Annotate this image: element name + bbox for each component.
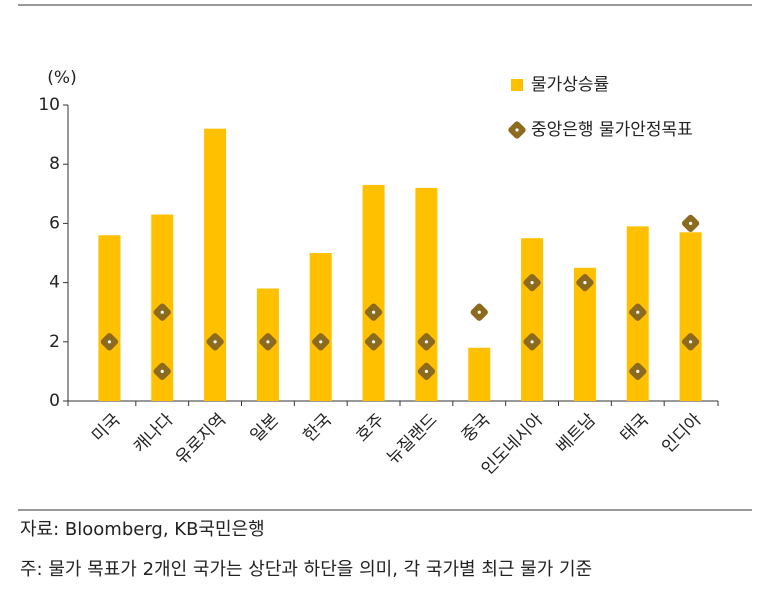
legend-label: 물가상승률 — [531, 75, 609, 95]
diamond-dot — [424, 369, 429, 373]
x-tick-label: 유로지역 — [172, 410, 230, 468]
diamond-dot — [530, 340, 534, 344]
diamond-dot — [515, 128, 519, 132]
y-tick-label: 4 — [49, 273, 60, 293]
diamond-dot — [688, 340, 693, 344]
x-tick-label: 중국 — [458, 410, 494, 446]
target-marker — [470, 303, 488, 321]
y-tick-label: 0 — [49, 391, 60, 411]
diamond-dot — [160, 369, 164, 373]
target-marker — [576, 273, 594, 292]
bar — [309, 253, 332, 401]
x-tick-label: 인디아 — [658, 410, 706, 458]
target-marker — [523, 273, 541, 292]
target-marker — [364, 303, 383, 321]
diamond-dot — [530, 281, 534, 285]
x-tick-label: 일본 — [247, 410, 283, 446]
diamond-dot — [636, 310, 640, 314]
target-marker — [681, 333, 700, 351]
target-marker — [312, 333, 330, 351]
diamond-dot — [371, 340, 376, 344]
x-tick-label: 베트남 — [553, 410, 601, 458]
target-marker — [364, 333, 383, 351]
x-tick-label: 한국 — [300, 410, 336, 446]
target-marker — [153, 362, 171, 381]
bar — [573, 267, 596, 401]
x-tick-label: 태국 — [617, 410, 653, 446]
y-tick-label: 10 — [38, 95, 60, 115]
diamond-dot — [107, 340, 112, 344]
bar — [679, 232, 702, 401]
bar — [98, 235, 121, 401]
target-marker — [153, 303, 171, 321]
target-marker — [417, 333, 436, 351]
diamond-dot — [424, 340, 429, 344]
diamond-dot — [636, 369, 640, 373]
target-marker — [523, 333, 541, 351]
diamond-dot — [477, 310, 481, 314]
diamond-dot — [213, 340, 217, 344]
diamond-dot — [583, 281, 587, 285]
bar — [415, 187, 438, 401]
x-tick-label: 미국 — [88, 410, 124, 446]
target-marker — [508, 121, 526, 139]
y-tick-label: 8 — [49, 154, 60, 174]
target-marker — [417, 362, 436, 381]
diamond-dot — [688, 221, 693, 225]
legend-swatch — [511, 79, 523, 91]
bar — [204, 128, 227, 401]
target-marker — [681, 214, 700, 233]
x-tick-label: 호주 — [352, 410, 388, 446]
y-tick-label: 2 — [49, 332, 60, 352]
x-tick-label: 뉴질랜드 — [383, 410, 441, 468]
bar — [362, 184, 385, 401]
target-marker — [206, 333, 224, 351]
y-tick-label: 6 — [49, 213, 60, 233]
target-marker — [259, 333, 277, 351]
bar — [521, 238, 544, 401]
target-marker — [629, 303, 647, 321]
target-marker — [100, 333, 119, 351]
legend-label: 중앙은행 물가안정목표 — [531, 120, 693, 140]
target-marker — [629, 362, 647, 381]
y-unit: (%) — [47, 68, 76, 88]
bar — [468, 347, 491, 401]
diamond-dot — [160, 310, 164, 314]
diamond-dot — [266, 340, 270, 344]
source: 자료: Bloomberg, KB국민은행 — [20, 519, 265, 540]
diamond-dot — [371, 310, 376, 314]
note: 주: 물가 목표가 2개인 국가는 상단과 하단을 의미, 각 국가별 최근 물… — [20, 559, 592, 580]
diamond-dot — [319, 340, 323, 344]
x-tick-label: 캐나다 — [130, 410, 178, 458]
